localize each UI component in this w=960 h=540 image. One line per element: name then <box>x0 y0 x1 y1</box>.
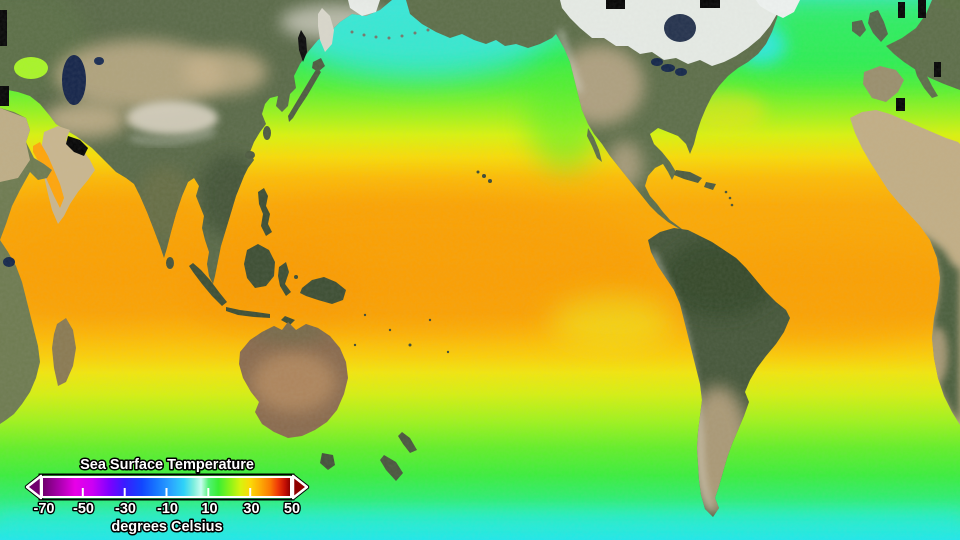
tick-label: -30 <box>115 501 136 517</box>
colorbar-gradient <box>43 478 290 496</box>
legend-units-label: degrees Celsius <box>111 519 222 535</box>
colorbar <box>24 473 310 501</box>
colorbar-tick-labels: -70 -50 -30 -10 10 30 50 <box>32 500 301 519</box>
colorbar-ticks <box>81 488 252 496</box>
tick-label: -70 <box>34 501 55 517</box>
tick-label: 30 <box>243 501 259 517</box>
legend: Sea Surface Temperature -70 -50 -30 -10 <box>24 456 310 537</box>
tick-label: 50 <box>284 501 300 517</box>
tick-label: 10 <box>201 501 217 517</box>
legend-title: Sea Surface Temperature <box>80 457 254 473</box>
colorbar-right-arrow-icon <box>291 474 309 500</box>
tick-label: -50 <box>73 501 94 517</box>
tick-label: -10 <box>157 501 178 517</box>
